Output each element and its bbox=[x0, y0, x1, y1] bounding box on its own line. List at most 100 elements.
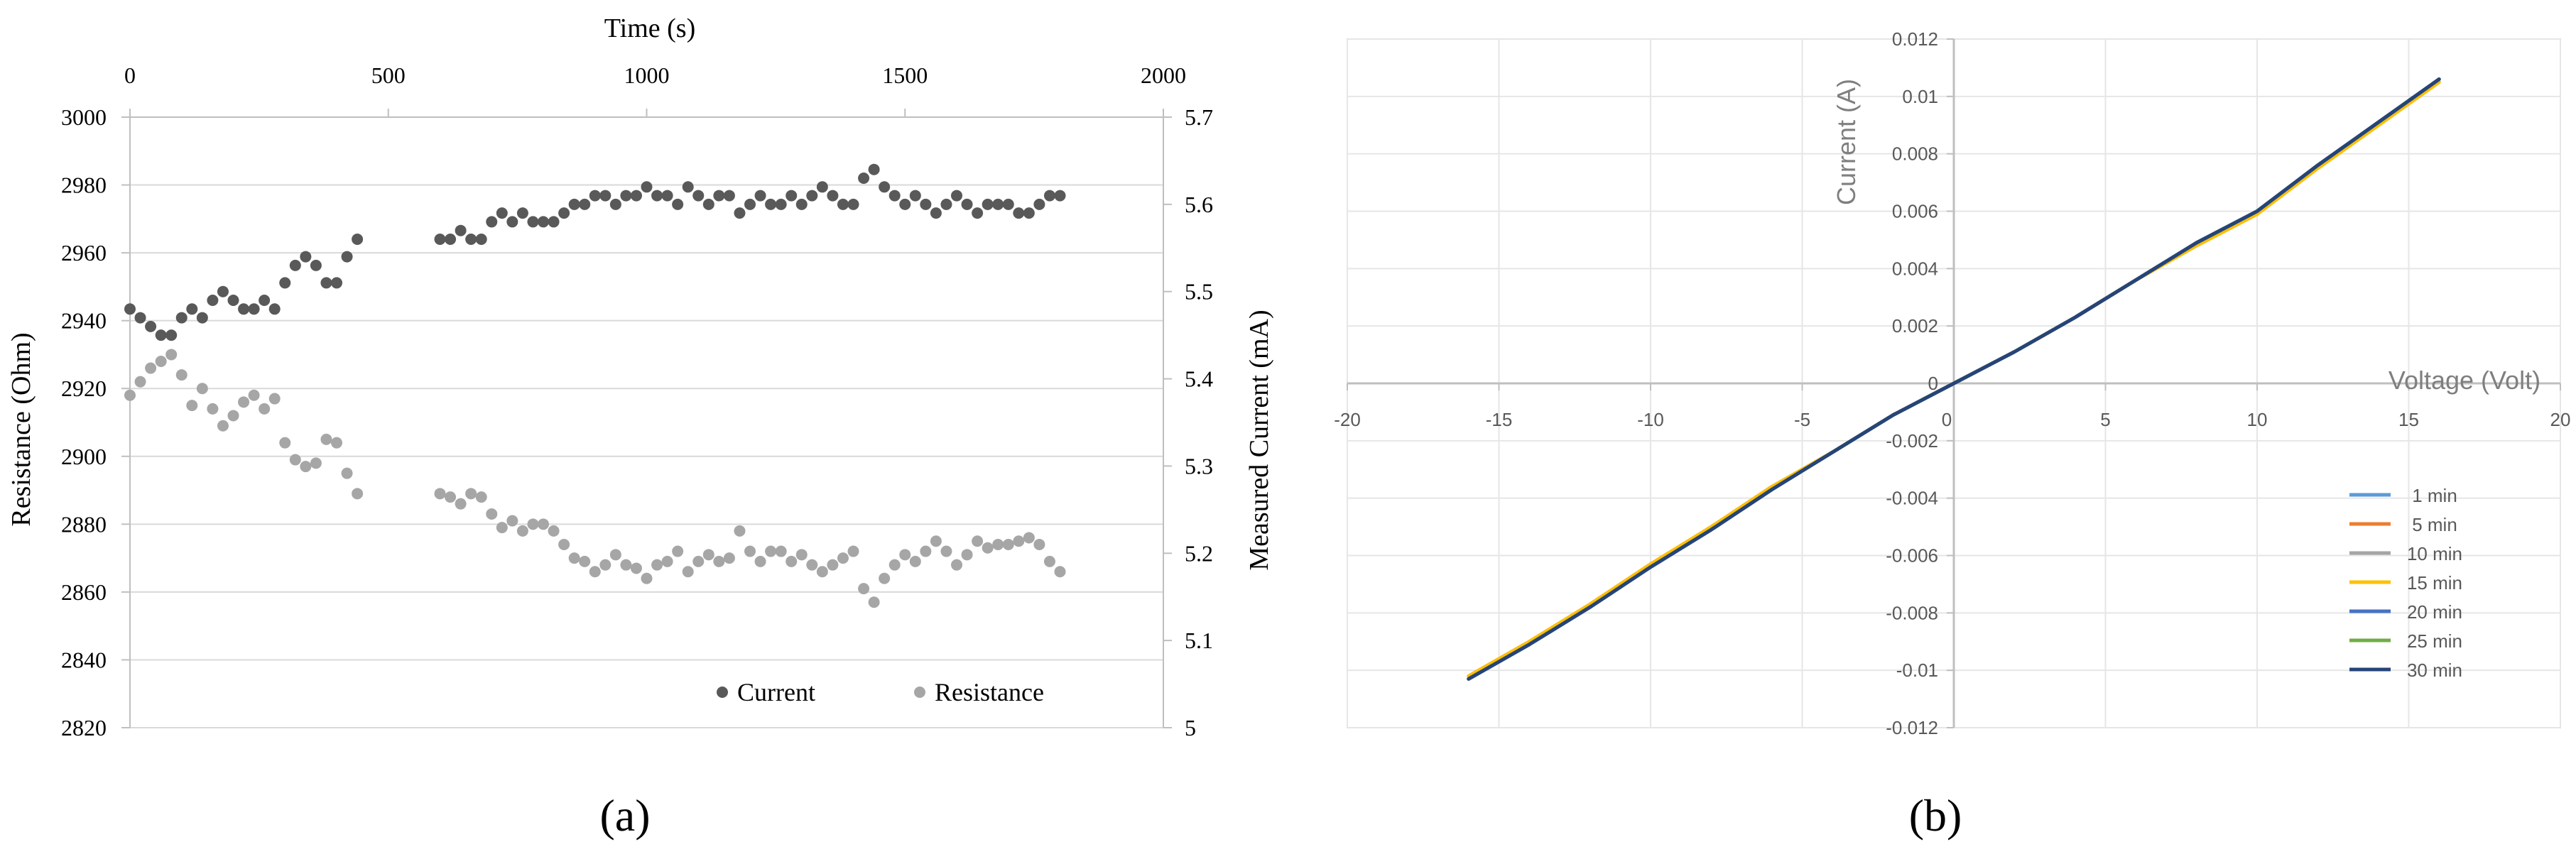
current-point bbox=[486, 216, 498, 228]
a-y-tick-label-left: 2860 bbox=[61, 579, 107, 605]
a-x-tick-label: 500 bbox=[371, 62, 406, 88]
current-point bbox=[713, 190, 725, 202]
current-point bbox=[692, 190, 705, 202]
resistance-point bbox=[1013, 535, 1025, 547]
a-x-tick-label: 1000 bbox=[624, 62, 670, 88]
a-y-tick-label-right: 5.1 bbox=[1185, 628, 1213, 653]
resistance-point bbox=[145, 362, 157, 374]
resistance-point bbox=[982, 542, 994, 554]
b-data-lines bbox=[1467, 77, 2441, 681]
a-y-axis-title-right: Measured Current (mA) bbox=[1244, 310, 1274, 570]
current-point bbox=[744, 198, 756, 210]
current-point bbox=[816, 181, 828, 193]
current-point bbox=[940, 198, 952, 210]
current-point bbox=[124, 303, 136, 315]
resistance-point bbox=[1023, 532, 1035, 544]
current-point bbox=[1013, 207, 1025, 219]
current-point bbox=[1054, 190, 1066, 202]
current-point bbox=[558, 207, 570, 219]
resistance-point bbox=[754, 555, 766, 567]
legend-label: 10 min bbox=[2407, 543, 2462, 564]
current-point bbox=[516, 207, 528, 219]
b-y-tick-labels: -0.012 -0.01 -0.008 -0.006 -0.004 -0.002 0 0.00… bbox=[1886, 28, 1938, 738]
resistance-point bbox=[713, 555, 725, 567]
resistance-point bbox=[827, 559, 839, 571]
b-y-tick-label: -0.008 bbox=[1886, 602, 1938, 623]
resistance-point bbox=[1002, 539, 1014, 550]
resistance-point bbox=[858, 583, 870, 595]
b-y-tick-label: -0.006 bbox=[1886, 545, 1938, 567]
current-point bbox=[651, 190, 663, 202]
a-y-tick-label-right: 5.4 bbox=[1185, 366, 1213, 392]
resistance-point bbox=[888, 559, 901, 571]
current-point bbox=[837, 198, 849, 210]
b-x-tick-label: 0 bbox=[1942, 409, 1952, 430]
current-point bbox=[289, 259, 301, 271]
a-y-tick-label-right: 5.2 bbox=[1185, 540, 1213, 566]
a-y-tick-label-right: 5 bbox=[1185, 715, 1196, 740]
current-point bbox=[765, 198, 777, 210]
b-x-tick-label: 10 bbox=[2247, 409, 2268, 430]
current-point bbox=[992, 198, 1004, 210]
resistance-point bbox=[661, 555, 673, 567]
b-x-tick-label: -5 bbox=[1794, 409, 1810, 430]
b-legend: 1 min 5 min 10 min 15 min 20 min 25 min 30 min bbox=[2349, 485, 2462, 681]
resistance-point bbox=[837, 552, 849, 564]
resistance-point bbox=[558, 539, 570, 550]
a-y-tick-label-left: 2920 bbox=[61, 376, 107, 401]
b-y-tick-label: 0.002 bbox=[1892, 315, 1938, 337]
current-point bbox=[455, 224, 467, 236]
resistance-point bbox=[465, 488, 477, 500]
a-x-tick-labels: 0 500 1000 1500 2000 bbox=[124, 62, 1186, 88]
current-point bbox=[538, 216, 549, 228]
a-x-axis-title: Time (s) bbox=[604, 13, 695, 43]
resistance-point bbox=[134, 376, 146, 388]
resistance-point bbox=[165, 349, 178, 361]
resistance-point bbox=[972, 535, 984, 547]
legend-label: 20 min bbox=[2407, 601, 2462, 623]
current-point bbox=[672, 198, 684, 210]
b-y-tick-label: 0.012 bbox=[1892, 28, 1938, 50]
a-y-axis-title-left: Resistance (Ohm) bbox=[6, 332, 36, 526]
current-point bbox=[754, 190, 766, 202]
a-y-tick-label-left: 3000 bbox=[61, 104, 107, 130]
current-point bbox=[620, 190, 632, 202]
resistance-point bbox=[692, 555, 705, 567]
resistance-point bbox=[806, 559, 818, 571]
resistance-point bbox=[651, 559, 663, 571]
current-point bbox=[909, 190, 921, 202]
resistance-point bbox=[289, 454, 301, 466]
current-point bbox=[930, 207, 942, 219]
panel-label-b: (b) bbox=[1909, 790, 1962, 841]
b-x-tick-labels: -20 -15 -10 -5 0 5 10 15 20 bbox=[1334, 409, 2570, 430]
current-point bbox=[465, 234, 477, 245]
current-point bbox=[609, 198, 621, 210]
b-y-tick-label: -0.002 bbox=[1886, 430, 1938, 452]
current-point bbox=[548, 216, 560, 228]
current-point bbox=[589, 190, 601, 202]
current-point bbox=[879, 181, 891, 193]
current-point bbox=[568, 198, 580, 210]
resistance-point bbox=[589, 566, 601, 578]
resistance-point bbox=[527, 518, 539, 530]
a-y-tick-label-left: 2980 bbox=[61, 173, 107, 198]
current-point bbox=[661, 190, 673, 202]
resistance-point bbox=[847, 545, 859, 557]
a-y-tick-label-left: 2940 bbox=[61, 308, 107, 334]
resistance-point bbox=[259, 403, 271, 415]
legend-label: 5 min bbox=[2412, 514, 2457, 535]
resistance-point bbox=[124, 389, 136, 401]
current-point bbox=[972, 207, 984, 219]
current-point bbox=[1043, 190, 1055, 202]
resistance-point bbox=[538, 518, 549, 530]
resistance-point bbox=[475, 491, 487, 503]
a-x-tick-label: 1500 bbox=[882, 62, 928, 88]
chart-a: Time (s) Resistance (Ohm) Measured Curre… bbox=[6, 13, 1274, 841]
resistance-point bbox=[1033, 539, 1045, 550]
current-point bbox=[238, 303, 250, 315]
b-y-tick-label: 0.008 bbox=[1892, 143, 1938, 165]
legend-marker-current bbox=[717, 687, 728, 698]
current-point bbox=[1002, 198, 1014, 210]
resistance-point bbox=[455, 498, 467, 510]
resistance-point bbox=[568, 552, 580, 564]
